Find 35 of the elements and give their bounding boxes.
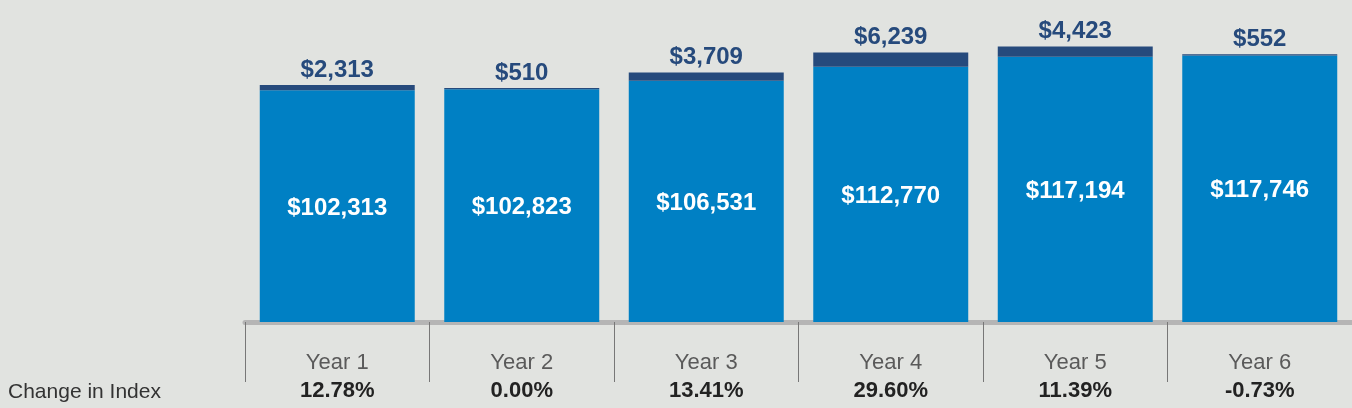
data-label: $117,194	[1025, 175, 1126, 203]
bar	[259, 90, 415, 322]
bar	[997, 46, 1153, 57]
x-tick-label: Year 3	[674, 348, 738, 374]
text: -0.73%	[1224, 376, 1295, 402]
text: 0.00%	[490, 376, 553, 402]
data-label: $3,709	[669, 41, 743, 69]
text: 13.41%	[668, 376, 744, 402]
x-tick-label: Year 5	[1043, 348, 1107, 374]
bar	[259, 85, 415, 91]
data-label: $102,823	[471, 192, 572, 220]
x-tick-label: Year 6	[1228, 348, 1292, 374]
bar	[628, 72, 784, 81]
data-label: $106,531	[656, 187, 757, 215]
data-label: $112,770	[841, 180, 941, 208]
bar	[813, 52, 969, 67]
data-label: $552	[1233, 23, 1287, 51]
x-tick-label: Year 2	[490, 348, 554, 374]
data-label: $4,423	[1038, 16, 1112, 44]
bar	[813, 66, 969, 322]
data-label: $2,313	[300, 54, 374, 82]
data-label: $102,313	[287, 192, 388, 220]
data-label: $117,746	[1210, 175, 1310, 203]
data-label: $6,239	[854, 22, 928, 50]
bar	[628, 80, 784, 322]
bar	[444, 89, 600, 322]
text: 11.39%	[1038, 376, 1112, 402]
bar	[1182, 55, 1338, 322]
text: 12.78%	[299, 376, 375, 402]
x-tick-label: Year 1	[305, 348, 369, 374]
data-label: $510	[495, 57, 549, 85]
text: Change in Index	[8, 379, 162, 402]
text: 29.60%	[853, 376, 929, 402]
x-tick-label: Year 4	[859, 348, 923, 374]
bar	[997, 56, 1153, 322]
